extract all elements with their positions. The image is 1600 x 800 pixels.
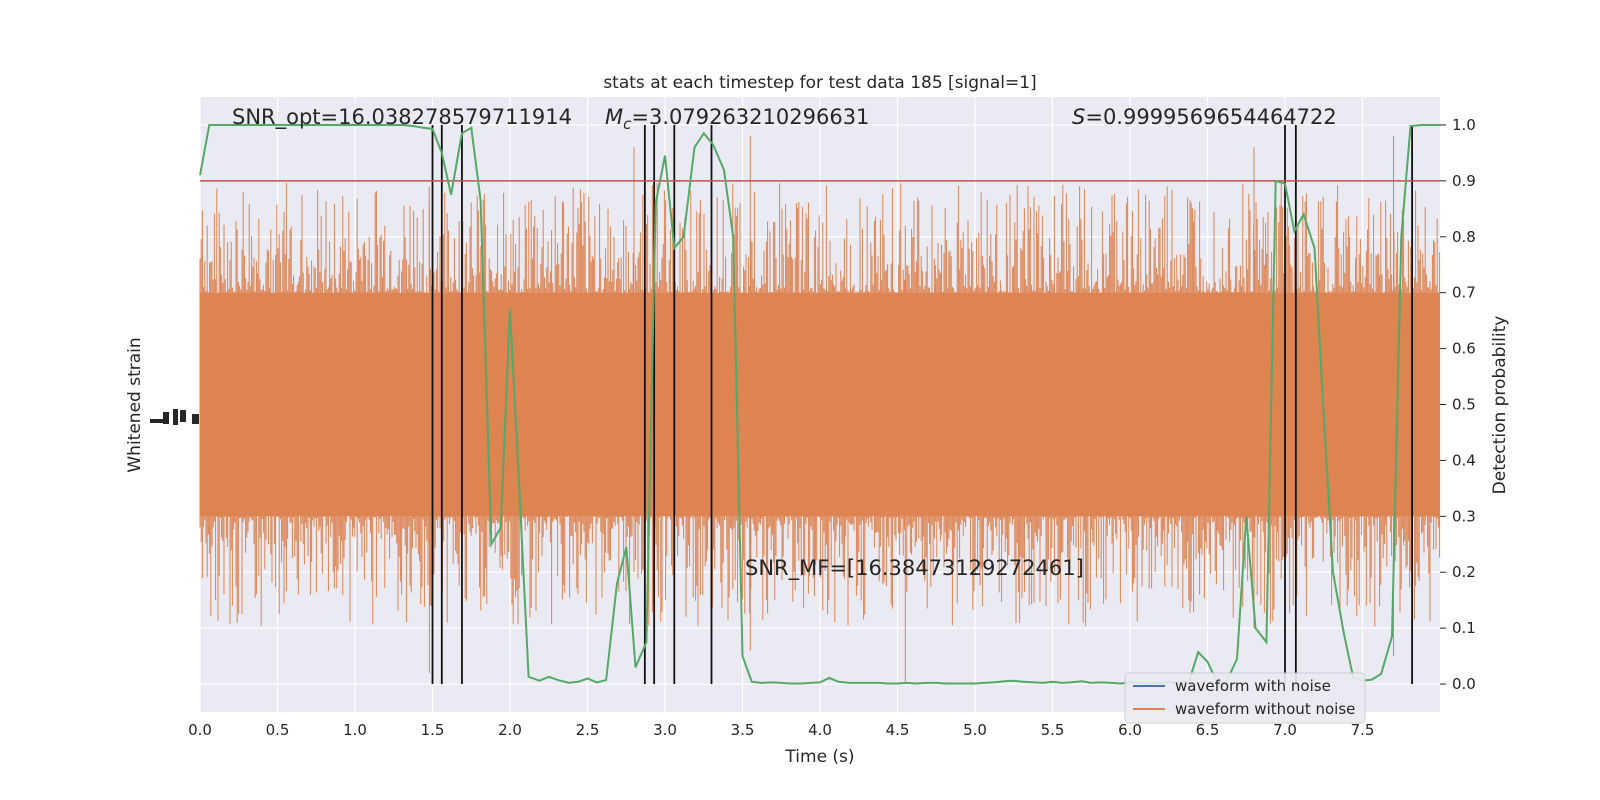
x-tick-label: 1.5 bbox=[421, 721, 445, 739]
mc-value: =3.079263210296631 bbox=[631, 105, 869, 129]
snr-mf-annotation: SNR_MF=[16.38473129272461] bbox=[745, 556, 1084, 581]
left-tick-glyph bbox=[150, 419, 166, 423]
x-tick-label: 7.5 bbox=[1351, 721, 1375, 739]
y-tick-labels: 0.0 0.1 0.2 0.3 0.4 0.5 0.6 0.7 0.8 0.9 1.0 bbox=[1440, 116, 1476, 693]
mc-subscript: c bbox=[623, 115, 632, 133]
x-tick-label: 6.5 bbox=[1196, 721, 1220, 739]
s-symbol: S bbox=[1072, 105, 1085, 129]
s-annotation: S=0.9999569654464722 bbox=[1072, 105, 1337, 129]
x-tick-label: 4.0 bbox=[808, 721, 832, 739]
y-tick-label: 0.8 bbox=[1452, 228, 1476, 246]
y-tick-label: 0.7 bbox=[1452, 284, 1476, 302]
legend-label-noise: waveform with noise bbox=[1175, 677, 1331, 695]
left-tick-glyph bbox=[163, 412, 169, 424]
left-tick-glyph bbox=[192, 414, 199, 424]
y-tick-label: 0.5 bbox=[1452, 396, 1476, 414]
x-axis-label: Time (s) bbox=[784, 747, 854, 767]
left-tick-glyph bbox=[180, 410, 186, 422]
left-tick-glyph bbox=[173, 409, 178, 425]
x-tick-label: 0.5 bbox=[266, 721, 290, 739]
y-tick-label: 0.4 bbox=[1452, 451, 1476, 469]
x-tick-label: 2.5 bbox=[576, 721, 600, 739]
x-tick-label: 5.0 bbox=[963, 721, 987, 739]
chirp-mass-annotation: Mc=3.079263210296631 bbox=[605, 105, 869, 133]
x-tick-label: 5.5 bbox=[1041, 721, 1065, 739]
left-axis-ticks bbox=[150, 409, 199, 425]
y-tick-label: 0.1 bbox=[1452, 619, 1476, 637]
y-axis-label-right: Detection probability bbox=[1490, 316, 1510, 495]
y-axis-label-left: Whitened strain bbox=[125, 337, 145, 472]
chart-title: stats at each timestep for test data 185… bbox=[603, 73, 1036, 93]
x-tick-label: 4.5 bbox=[886, 721, 910, 739]
x-tick-label: 7.0 bbox=[1273, 721, 1297, 739]
mc-symbol: M bbox=[605, 105, 623, 129]
y-tick-label: 0.9 bbox=[1452, 172, 1476, 190]
event-lines bbox=[431, 124, 1413, 685]
y-tick-label: 0.6 bbox=[1452, 340, 1476, 358]
x-tick-labels: 0.0 0.5 1.0 1.5 2.0 2.5 3.0 3.5 4.0 4.5 5.0 5.5 6.0 6… bbox=[188, 721, 1374, 739]
y-tick-label: 0.0 bbox=[1452, 675, 1476, 693]
snr-opt-annotation: SNR_opt=16.038278579711914 bbox=[232, 105, 572, 130]
x-tick-label: 1.0 bbox=[343, 721, 367, 739]
y-tick-label: 1.0 bbox=[1452, 116, 1476, 134]
legend-box bbox=[1124, 672, 1366, 724]
legend: waveform with noise waveform without noi… bbox=[1124, 672, 1366, 724]
strain-series bbox=[199, 130, 1441, 684]
x-tick-label: 3.5 bbox=[731, 721, 755, 739]
x-tick-label: 3.0 bbox=[653, 721, 677, 739]
x-tick-label: 0.0 bbox=[188, 721, 212, 739]
y-tick-label: 0.2 bbox=[1452, 563, 1476, 581]
x-tick-label: 6.0 bbox=[1118, 721, 1142, 739]
s-value: =0.9999569654464722 bbox=[1085, 105, 1336, 129]
x-tick-label: 2.0 bbox=[498, 721, 522, 739]
probability-line bbox=[199, 124, 1440, 685]
y-tick-label: 0.3 bbox=[1452, 507, 1476, 525]
legend-label-clean: waveform without noise bbox=[1175, 700, 1355, 718]
strain-trace bbox=[199, 130, 1441, 684]
